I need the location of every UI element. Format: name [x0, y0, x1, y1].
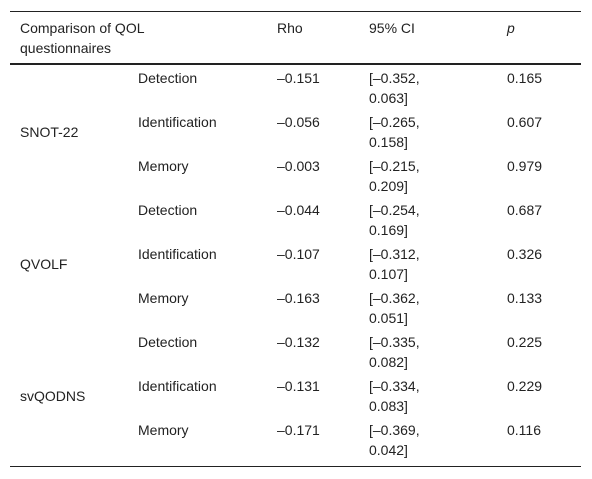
cell: [–0.352, 0.063]	[369, 70, 420, 106]
cell: 0.979	[507, 158, 543, 174]
group-label: QVOLF	[20, 256, 68, 272]
cell: 0.687	[507, 202, 543, 218]
cell: [–0.265, 0.158]	[369, 114, 420, 150]
cell: 0.133	[507, 290, 543, 306]
cell: Identification	[138, 114, 217, 130]
cell: Identification	[138, 378, 217, 394]
cell: –0.131	[277, 378, 320, 394]
cell: –0.044	[277, 202, 320, 218]
header-cell: Comparison of QOL questionnaires	[20, 20, 144, 56]
group-label: svQODNS	[20, 388, 86, 404]
cell: Memory	[138, 158, 189, 174]
cell: –0.003	[277, 158, 320, 174]
cell: –0.163	[277, 290, 320, 306]
top-rule	[10, 11, 581, 12]
cell: –0.171	[277, 422, 320, 438]
cell: [–0.369, 0.042]	[369, 422, 420, 458]
cell: 0.229	[507, 378, 543, 394]
group-label: SNOT-22	[20, 124, 79, 140]
cell: Memory	[138, 422, 189, 438]
header-cell: 95% CI	[369, 20, 415, 36]
cell: [–0.215, 0.209]	[369, 158, 420, 194]
cell: 0.607	[507, 114, 543, 130]
cell: –0.056	[277, 114, 320, 130]
cell: [–0.254, 0.169]	[369, 202, 420, 238]
header-rule	[10, 63, 581, 65]
cell: [–0.312, 0.107]	[369, 246, 420, 282]
cell: [–0.334, 0.083]	[369, 378, 420, 414]
bottom-rule	[10, 466, 581, 467]
cell: –0.132	[277, 334, 320, 350]
header-cell: Rho	[277, 20, 303, 36]
cell: –0.151	[277, 70, 320, 86]
cell: 0.326	[507, 246, 543, 262]
cell: Detection	[138, 70, 198, 86]
cell: –0.107	[277, 246, 320, 262]
cell: Memory	[138, 290, 189, 306]
cell: [–0.335, 0.082]	[369, 334, 420, 370]
cell: 0.225	[507, 334, 543, 350]
cell: [–0.362, 0.051]	[369, 290, 420, 326]
header-cell: p	[507, 20, 515, 36]
cell: Detection	[138, 334, 198, 350]
cell: 0.116	[507, 422, 541, 438]
cell: 0.165	[507, 70, 543, 86]
cell: Detection	[138, 202, 198, 218]
cell: Identification	[138, 246, 217, 262]
